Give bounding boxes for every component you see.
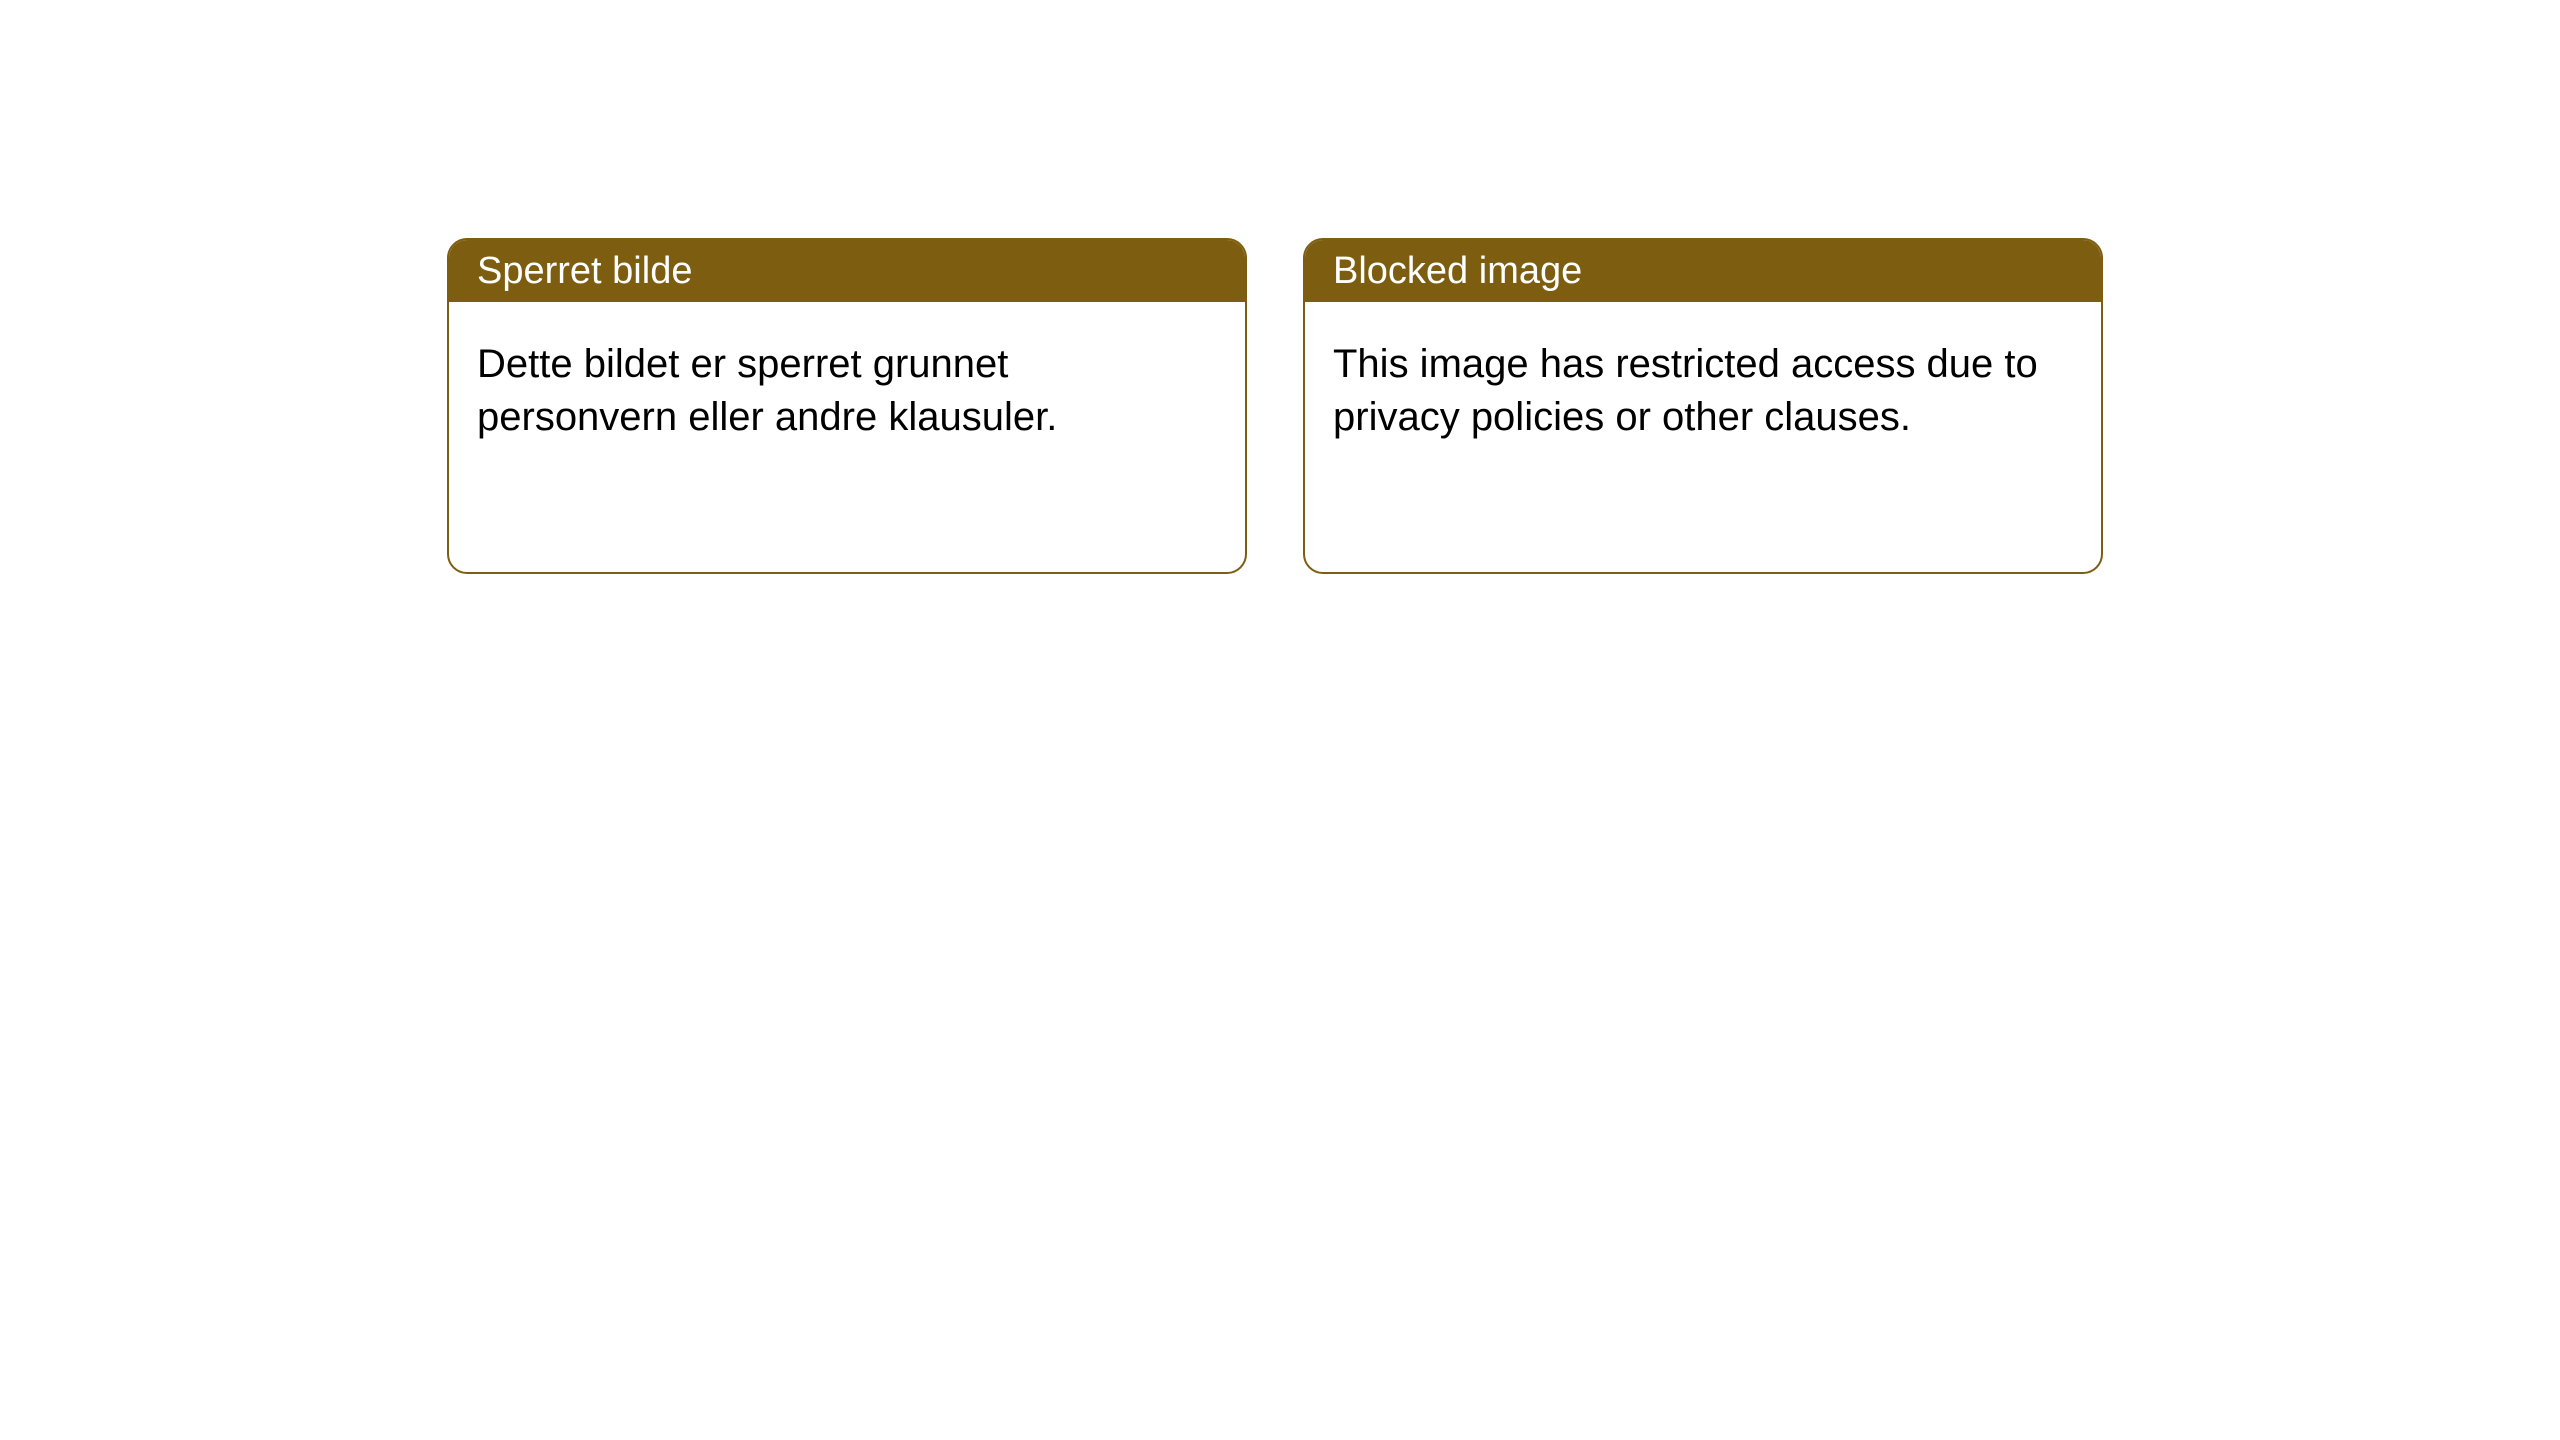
card-header: Sperret bilde [449, 240, 1245, 302]
card-message: This image has restricted access due to … [1333, 342, 2038, 439]
notice-cards-row: Sperret bilde Dette bildet er sperret gr… [0, 0, 2560, 574]
card-body: Dette bildet er sperret grunnet personve… [449, 302, 1245, 480]
notice-card-english: Blocked image This image has restricted … [1303, 238, 2103, 574]
card-body: This image has restricted access due to … [1305, 302, 2101, 480]
notice-card-norwegian: Sperret bilde Dette bildet er sperret gr… [447, 238, 1247, 574]
card-title: Blocked image [1333, 250, 1582, 293]
card-title: Sperret bilde [477, 250, 692, 293]
card-header: Blocked image [1305, 240, 2101, 302]
card-message: Dette bildet er sperret grunnet personve… [477, 342, 1057, 439]
